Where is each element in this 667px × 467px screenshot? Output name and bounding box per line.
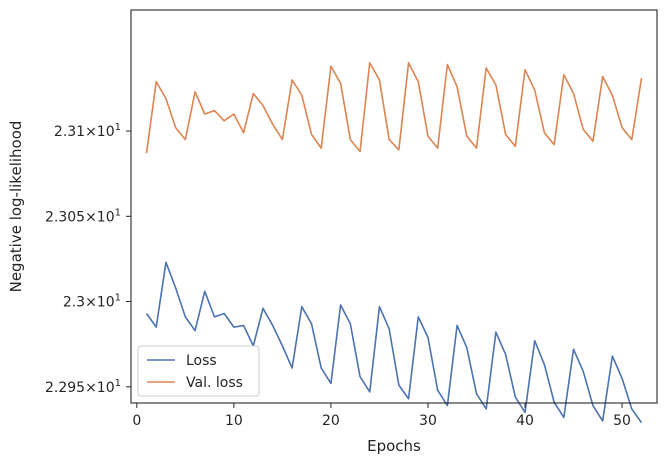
x-tick-label: 40 [516,413,534,429]
x-tick-label: 30 [419,413,437,429]
legend-box [137,345,260,397]
legend-label: Val. loss [186,375,243,391]
y-tick-label: 2.31×101 [54,122,121,140]
x-axis: 0 10 20 30 40 50 [132,403,631,429]
y-tick-mantissa: 2.295×10 [45,380,115,396]
series-line-loss [145,261,643,424]
x-tick-label: 10 [225,413,243,429]
x-tick-label: 50 [613,413,631,429]
series-line-val-loss [145,62,643,154]
plot-series [145,62,643,424]
y-tick-exponent: 1 [115,122,121,133]
y-tick-label: 2.305×101 [45,207,121,225]
y-tick-exponent: 1 [115,378,121,389]
legend-label: Loss [186,353,217,369]
legend: Loss Val. loss [137,345,260,397]
x-tick-label: 20 [322,413,340,429]
y-tick-exponent: 1 [115,207,121,218]
x-axis-label: Epochs [367,437,421,455]
plot-frame [130,9,658,404]
y-axis-label: Negative log-likelihood [7,121,25,293]
y-tick-mantissa: 2.31×10 [54,124,115,140]
x-tick-label: 0 [132,413,141,429]
y-tick-mantissa: 2.3×10 [63,295,115,311]
y-tick-exponent: 1 [115,293,121,304]
y-tick-label: 2.3×101 [63,293,121,311]
y-tick-mantissa: 2.305×10 [45,209,115,225]
y-tick-label: 2.295×101 [45,378,121,396]
